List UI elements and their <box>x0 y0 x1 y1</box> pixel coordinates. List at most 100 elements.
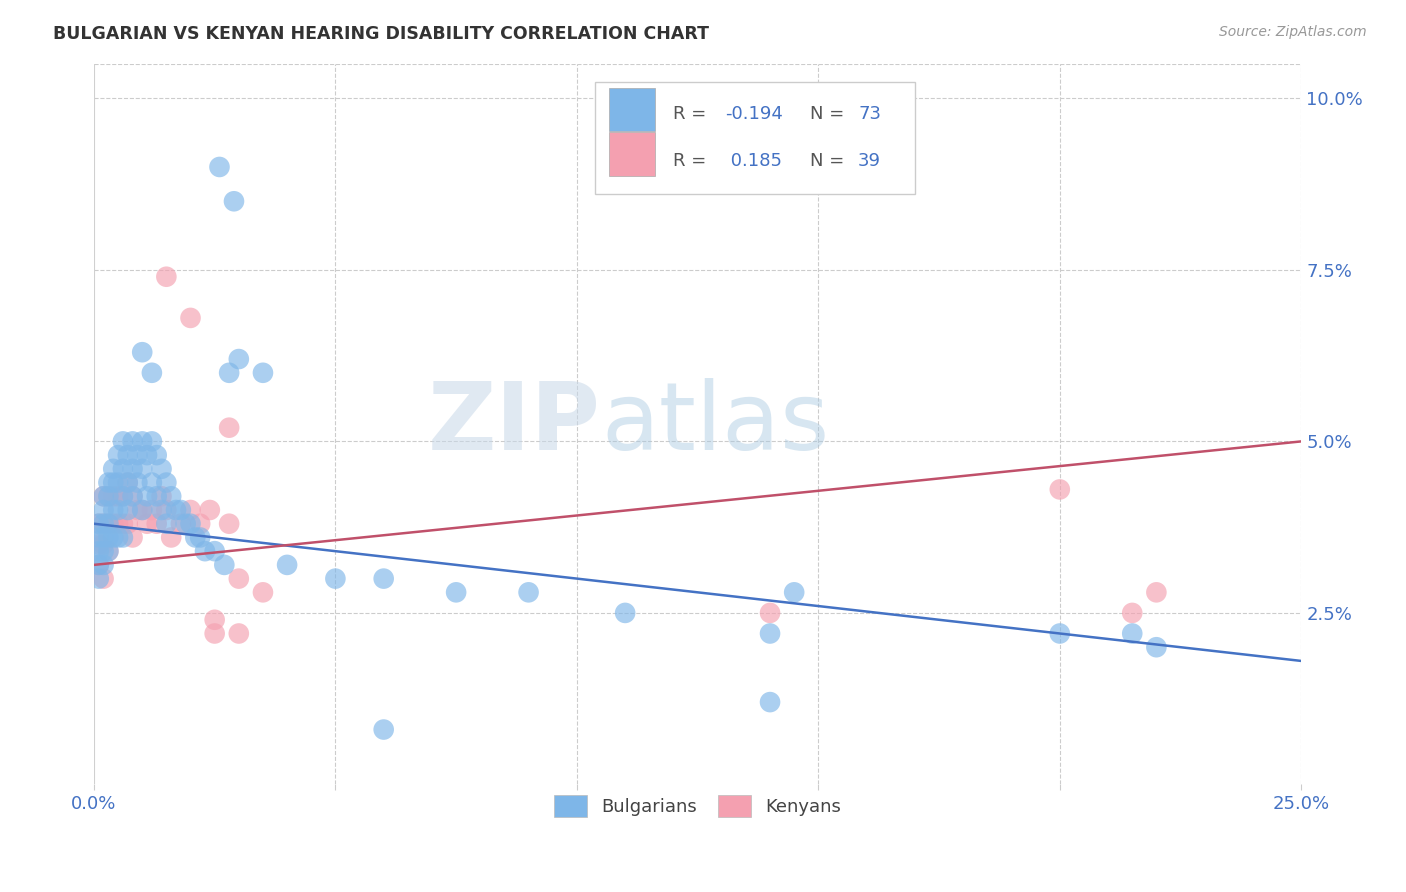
Point <box>204 613 226 627</box>
Point <box>160 531 183 545</box>
Point <box>759 606 782 620</box>
Point <box>136 489 159 503</box>
Point <box>121 462 143 476</box>
Point <box>121 489 143 503</box>
Point <box>184 531 207 545</box>
Point <box>93 537 115 551</box>
Text: BULGARIAN VS KENYAN HEARING DISABILITY CORRELATION CHART: BULGARIAN VS KENYAN HEARING DISABILITY C… <box>53 25 710 43</box>
Point <box>97 489 120 503</box>
Point <box>170 516 193 531</box>
Point <box>111 489 134 503</box>
Point <box>127 475 149 490</box>
Point <box>127 503 149 517</box>
Point <box>1121 626 1143 640</box>
Point <box>783 585 806 599</box>
Point <box>111 434 134 449</box>
Point <box>103 503 125 517</box>
Point <box>117 516 139 531</box>
Point <box>180 310 202 325</box>
Point <box>759 626 782 640</box>
Point <box>218 420 240 434</box>
Point <box>93 531 115 545</box>
Point <box>141 366 163 380</box>
Point <box>180 503 202 517</box>
Point <box>103 462 125 476</box>
Point <box>107 516 129 531</box>
Point <box>1144 640 1167 655</box>
Point <box>111 489 134 503</box>
Point <box>1049 626 1071 640</box>
Point <box>325 572 347 586</box>
Point <box>87 516 110 531</box>
Point <box>150 489 173 503</box>
Point <box>208 160 231 174</box>
Point <box>228 572 250 586</box>
Point <box>107 475 129 490</box>
Text: ZIP: ZIP <box>429 378 600 470</box>
Point <box>1121 606 1143 620</box>
Point <box>188 531 211 545</box>
Point <box>1144 585 1167 599</box>
Bar <box>609 133 655 176</box>
Point <box>131 345 153 359</box>
Point <box>93 516 115 531</box>
Point <box>131 434 153 449</box>
Point <box>93 489 115 503</box>
Point <box>1049 483 1071 497</box>
Point <box>93 503 115 517</box>
Point <box>87 531 110 545</box>
Point <box>127 448 149 462</box>
Point <box>97 516 120 531</box>
Point <box>276 558 298 572</box>
Point <box>204 544 226 558</box>
Point <box>136 448 159 462</box>
Text: Source: ZipAtlas.com: Source: ZipAtlas.com <box>1219 25 1367 39</box>
Point <box>174 516 197 531</box>
Point <box>93 572 115 586</box>
Point <box>97 544 120 558</box>
Point <box>87 516 110 531</box>
Point <box>517 585 540 599</box>
Point <box>145 516 167 531</box>
Point <box>121 489 143 503</box>
Point <box>141 475 163 490</box>
Point <box>97 531 120 545</box>
Point <box>141 434 163 449</box>
Text: N =: N = <box>810 153 844 170</box>
Legend: Bulgarians, Kenyans: Bulgarians, Kenyans <box>546 786 851 826</box>
Point <box>444 585 467 599</box>
Point <box>111 516 134 531</box>
Point <box>188 516 211 531</box>
Point <box>87 558 110 572</box>
Point <box>131 503 153 517</box>
Point <box>117 503 139 517</box>
Point <box>87 537 110 551</box>
Point <box>93 544 115 558</box>
Point <box>103 475 125 490</box>
Point <box>145 489 167 503</box>
Point <box>117 448 139 462</box>
Point <box>103 516 125 531</box>
Point <box>155 503 177 517</box>
Text: 73: 73 <box>858 105 882 123</box>
Point <box>150 462 173 476</box>
Point <box>93 489 115 503</box>
Point <box>121 434 143 449</box>
Bar <box>609 87 655 131</box>
Point <box>111 531 134 545</box>
Point <box>252 366 274 380</box>
Point <box>107 503 129 517</box>
Point <box>170 503 193 517</box>
Point <box>93 558 115 572</box>
Point <box>107 489 129 503</box>
Point <box>97 516 120 531</box>
Point <box>117 475 139 490</box>
Point <box>107 531 129 545</box>
Point <box>165 503 187 517</box>
Point <box>155 269 177 284</box>
Point <box>218 516 240 531</box>
Point <box>228 352 250 367</box>
Point <box>111 462 134 476</box>
Point <box>204 626 226 640</box>
Point <box>121 531 143 545</box>
